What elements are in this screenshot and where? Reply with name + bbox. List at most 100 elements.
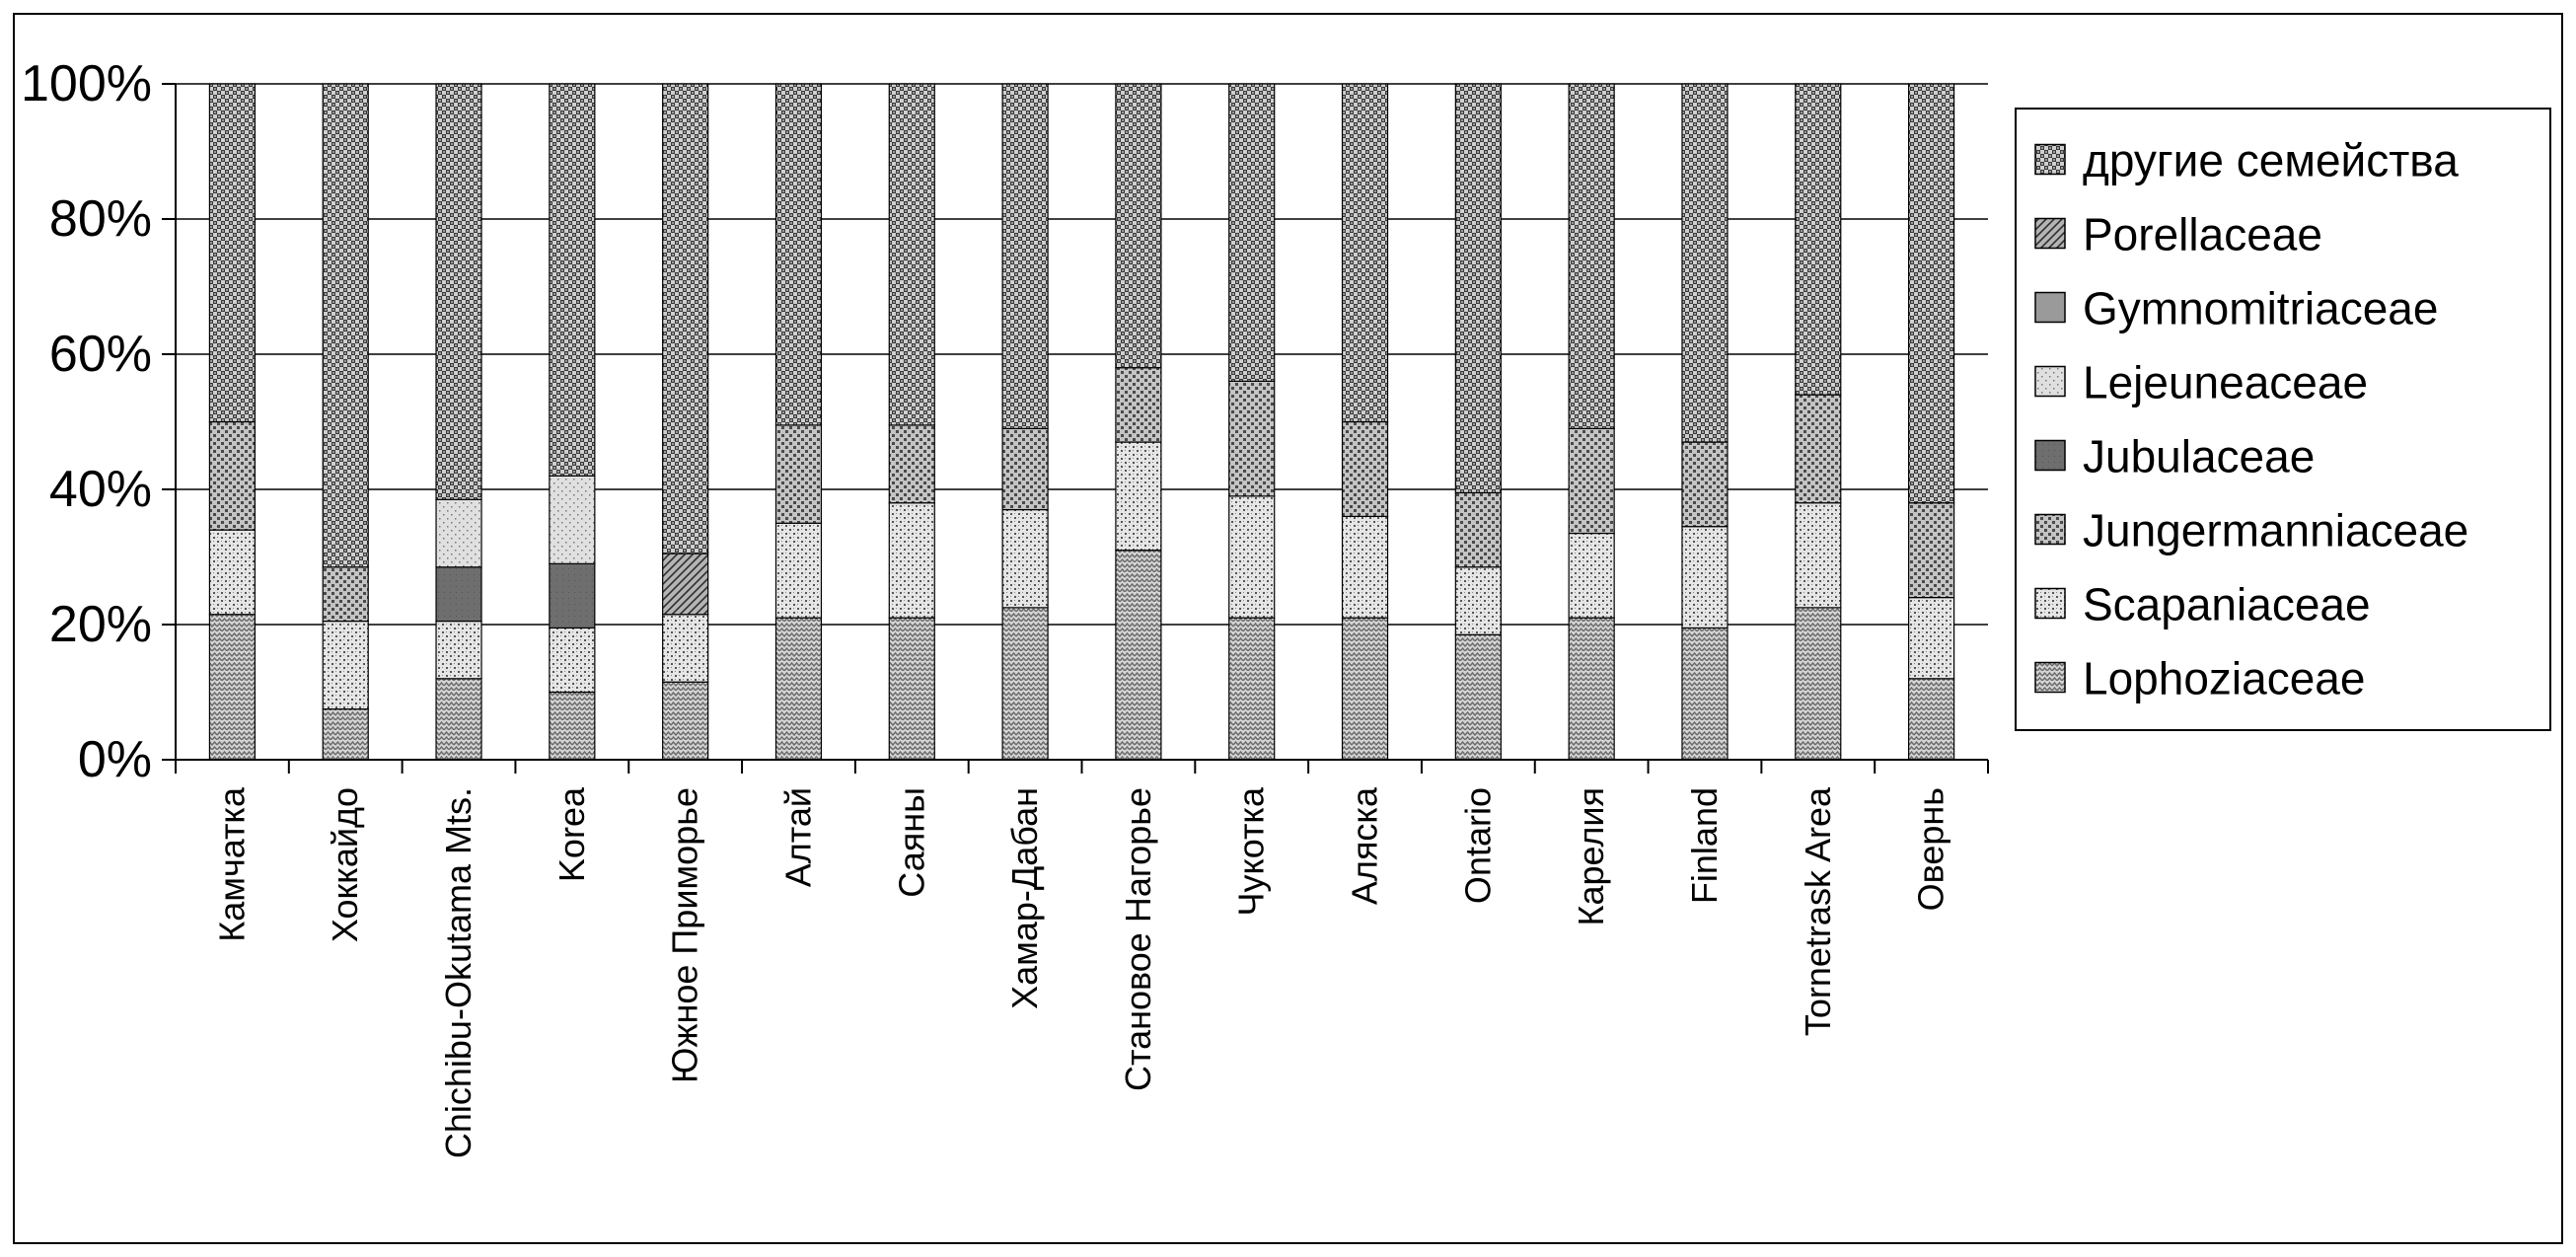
category-label: Саяны — [891, 787, 931, 898]
bar-segment — [888, 83, 935, 426]
category-label: Finland — [1684, 787, 1725, 904]
bar-segment — [1907, 83, 1955, 504]
category-label: Южное Приморье — [665, 787, 705, 1083]
y-tick-label: 100% — [21, 55, 152, 112]
legend-swatch — [2034, 587, 2066, 620]
bar-segment — [322, 83, 369, 568]
bar-segment — [1341, 617, 1389, 761]
bar-segment — [208, 83, 257, 423]
bar-segment — [1907, 502, 1955, 599]
bar-segment — [1454, 491, 1502, 568]
bar-segment — [1115, 550, 1162, 761]
y-tick-label: 60% — [49, 326, 152, 383]
legend-label: Porellaceae — [2083, 209, 2322, 260]
bar-segment — [1341, 420, 1389, 518]
y-tick-label: 80% — [49, 190, 152, 248]
bar-segment — [549, 475, 596, 564]
category-label: Korea — [552, 786, 592, 882]
legend-swatch — [2034, 217, 2066, 250]
bar-segment — [549, 627, 596, 694]
bar-segment — [1454, 566, 1502, 635]
bar-segment — [662, 553, 709, 616]
y-tick-label: 0% — [78, 731, 152, 788]
bar-segment — [1001, 607, 1049, 761]
bar-segment — [662, 681, 709, 761]
bar-segment — [1341, 515, 1389, 619]
bar-segment — [1907, 678, 1955, 761]
legend-label: Gymnomitriaceae — [2083, 283, 2438, 334]
bar-segment — [1001, 508, 1049, 609]
bar-segment — [435, 566, 482, 623]
bar-segment — [1001, 83, 1049, 429]
legend-swatch — [2034, 439, 2066, 472]
bar-segment — [1228, 495, 1276, 619]
bar-segment — [774, 522, 823, 619]
bar-segment — [1341, 83, 1389, 423]
bar-segment — [1795, 83, 1842, 396]
bar-segment — [1681, 83, 1729, 443]
bar-segment — [1795, 607, 1842, 761]
bar-segment — [1681, 441, 1729, 528]
legend-swatch — [2034, 143, 2066, 176]
bar-segment — [549, 83, 596, 477]
legend-swatch — [2034, 513, 2066, 546]
legend-swatch — [2034, 365, 2066, 398]
bar-segment — [549, 562, 596, 629]
bar-segment — [208, 420, 257, 531]
category-label: Чукотка — [1231, 786, 1272, 916]
bar-segment — [1907, 596, 1955, 680]
bar-segment — [435, 83, 482, 500]
bar-segment — [1454, 83, 1502, 494]
category-label: Аляска — [1345, 786, 1385, 905]
bar-segment — [1795, 394, 1842, 504]
bar-segment — [208, 614, 257, 761]
legend-swatch — [2034, 291, 2066, 324]
bar-segment — [549, 691, 596, 761]
bar-segment — [774, 617, 823, 761]
bar-segment — [1795, 502, 1842, 609]
legend-label: Lophoziaceae — [2083, 653, 2365, 704]
legend-label: Scapaniaceae — [2083, 579, 2371, 630]
category-label: Овернь — [1911, 787, 1951, 911]
bar-segment — [1228, 83, 1276, 382]
legend-label: другие семейства — [2083, 135, 2459, 186]
bar-segment — [322, 566, 369, 623]
bar-segment — [1568, 617, 1615, 761]
bar-segment — [1568, 532, 1615, 619]
bar-segment — [888, 617, 935, 761]
y-tick-labels: 0% 20% 40% 60% 80% 100% — [21, 55, 152, 788]
bar-segment — [662, 614, 709, 683]
bar-segment — [1115, 83, 1162, 369]
category-label: Карелия — [1571, 787, 1611, 925]
bar-segment — [1115, 367, 1162, 443]
category-label: Алтай — [777, 787, 818, 887]
category-label: Хоккайдо — [325, 787, 365, 942]
category-label: Chichibu-Okutama Mts. — [438, 787, 478, 1158]
bar-segment — [1454, 633, 1502, 761]
bar-segment — [322, 620, 369, 710]
bar-segment — [888, 424, 935, 504]
bar-segment — [322, 708, 369, 761]
bar-segment — [1115, 441, 1162, 552]
bar-segment — [1568, 427, 1615, 535]
y-tick-label: 40% — [49, 461, 152, 518]
bar-segment — [1568, 83, 1615, 429]
bar-segment — [435, 678, 482, 761]
bar-segment — [1001, 427, 1049, 511]
bar-segment — [208, 529, 257, 616]
bar-segment — [1228, 380, 1276, 497]
category-label: Хамар-Дабан — [1004, 787, 1045, 1009]
axes — [162, 83, 1989, 774]
legend-swatch — [2034, 661, 2066, 694]
bar-segment — [774, 83, 823, 426]
legend-label: Lejeuneaceae — [2083, 357, 2368, 408]
legend-label: Jubulaceae — [2083, 431, 2315, 482]
bars — [208, 83, 1955, 761]
y-tick-label: 20% — [49, 596, 152, 653]
bar-segment — [1228, 617, 1276, 761]
category-label: Становое Нагорье — [1118, 787, 1158, 1091]
bar-segment — [435, 620, 482, 680]
legend-box — [2015, 108, 2551, 731]
bar-segment — [1681, 526, 1729, 629]
